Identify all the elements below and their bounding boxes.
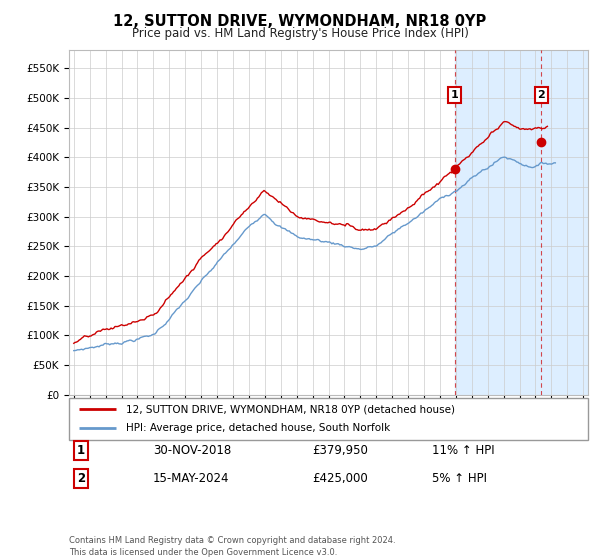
Text: £425,000: £425,000 xyxy=(312,472,368,486)
Text: 2: 2 xyxy=(77,472,85,486)
Text: Price paid vs. HM Land Registry's House Price Index (HPI): Price paid vs. HM Land Registry's House … xyxy=(131,27,469,40)
Text: 12, SUTTON DRIVE, WYMONDHAM, NR18 0YP: 12, SUTTON DRIVE, WYMONDHAM, NR18 0YP xyxy=(113,14,487,29)
Bar xyxy=(541,50,591,395)
Bar xyxy=(541,50,591,395)
Text: 1: 1 xyxy=(77,444,85,458)
Text: £379,950: £379,950 xyxy=(312,444,368,458)
Text: Contains HM Land Registry data © Crown copyright and database right 2024.
This d: Contains HM Land Registry data © Crown c… xyxy=(69,536,395,557)
Text: 11% ↑ HPI: 11% ↑ HPI xyxy=(432,444,494,458)
Text: 2: 2 xyxy=(538,90,545,100)
Text: 1: 1 xyxy=(451,90,458,100)
Text: 15-MAY-2024: 15-MAY-2024 xyxy=(153,472,229,486)
Text: 5% ↑ HPI: 5% ↑ HPI xyxy=(432,472,487,486)
Text: HPI: Average price, detached house, South Norfolk: HPI: Average price, detached house, Sout… xyxy=(126,423,391,433)
Bar xyxy=(455,50,541,395)
Text: 12, SUTTON DRIVE, WYMONDHAM, NR18 0YP (detached house): 12, SUTTON DRIVE, WYMONDHAM, NR18 0YP (d… xyxy=(126,404,455,414)
Text: 30-NOV-2018: 30-NOV-2018 xyxy=(153,444,231,458)
